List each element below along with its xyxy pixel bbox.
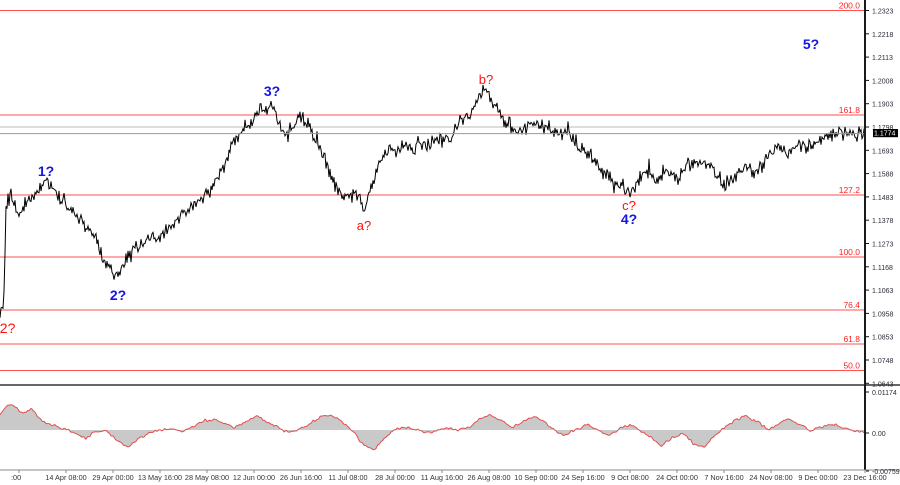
svg-text:1.0748: 1.0748 (872, 358, 894, 365)
svg-text::00: :00 (11, 473, 21, 482)
svg-text:1.1168: 1.1168 (872, 265, 893, 272)
svg-text:9 Oct 08:00: 9 Oct 08:00 (611, 473, 649, 482)
svg-text:28 Jul 00:00: 28 Jul 00:00 (375, 473, 415, 482)
svg-text:24 Oct 00:00: 24 Oct 00:00 (656, 473, 698, 482)
svg-text:1.2323: 1.2323 (872, 9, 894, 16)
svg-text:11 Jul 08:00: 11 Jul 08:00 (328, 473, 367, 482)
svg-text:a?: a? (357, 218, 371, 233)
svg-text:2?: 2? (110, 287, 126, 303)
svg-text:29 Apr 00:00: 29 Apr 00:00 (92, 473, 133, 482)
svg-text:28 May 08:00: 28 May 08:00 (185, 473, 229, 482)
svg-text:1.0958: 1.0958 (872, 311, 894, 318)
svg-text:50.0: 50.0 (843, 361, 860, 371)
svg-text:1.2008: 1.2008 (872, 78, 894, 85)
svg-text:200.0: 200.0 (839, 1, 861, 11)
svg-text:1?: 1? (38, 163, 54, 179)
svg-text:3?: 3? (264, 83, 280, 99)
svg-text:1.2113: 1.2113 (872, 55, 893, 62)
svg-text:9 Dec 00:00: 9 Dec 00:00 (798, 473, 837, 482)
svg-text:24 Nov 08:00: 24 Nov 08:00 (749, 473, 792, 482)
svg-text:1.0853: 1.0853 (872, 335, 894, 342)
svg-text:1.1588: 1.1588 (872, 172, 894, 179)
svg-text:1.1774: 1.1774 (874, 131, 896, 138)
svg-text:5?: 5? (803, 36, 819, 52)
svg-text:1.1378: 1.1378 (872, 218, 894, 225)
svg-text:c?: c? (622, 198, 636, 213)
svg-text:26 Aug 08:00: 26 Aug 08:00 (467, 473, 510, 482)
svg-text:10 Sep 00:00: 10 Sep 00:00 (514, 473, 557, 482)
svg-text:100.0: 100.0 (839, 247, 861, 257)
svg-text:24 Sep 16:00: 24 Sep 16:00 (561, 473, 604, 482)
svg-text:b?: b? (479, 72, 493, 87)
svg-text:1.1483: 1.1483 (872, 195, 894, 202)
svg-text:12 Jun 00:00: 12 Jun 00:00 (233, 473, 275, 482)
svg-text:1.1693: 1.1693 (872, 148, 894, 155)
svg-text:26 Jun 16:00: 26 Jun 16:00 (280, 473, 322, 482)
svg-text:7 Nov 16:00: 7 Nov 16:00 (704, 473, 743, 482)
svg-text:0.01174: 0.01174 (872, 390, 897, 397)
svg-text:1.1063: 1.1063 (872, 288, 894, 295)
svg-text:161.8: 161.8 (839, 105, 861, 115)
svg-text:61.8: 61.8 (843, 334, 860, 344)
svg-text:1.1903: 1.1903 (872, 102, 894, 109)
svg-text:0.00: 0.00 (872, 431, 886, 438)
svg-text:4?: 4? (621, 211, 637, 227)
svg-text:76.4: 76.4 (843, 300, 860, 310)
svg-text:13 May 16:00: 13 May 16:00 (138, 473, 182, 482)
svg-text:23 Dec 16:00: 23 Dec 16:00 (843, 473, 886, 482)
svg-text:1.1273: 1.1273 (872, 242, 894, 249)
svg-text:11 Aug 16:00: 11 Aug 16:00 (421, 473, 463, 482)
svg-text:127.2: 127.2 (839, 185, 861, 195)
svg-text:a2?: a2? (0, 320, 16, 336)
svg-text:14 Apr 08:00: 14 Apr 08:00 (45, 473, 86, 482)
svg-text:1.0643: 1.0643 (872, 381, 894, 388)
svg-text:1.2218: 1.2218 (872, 32, 894, 39)
